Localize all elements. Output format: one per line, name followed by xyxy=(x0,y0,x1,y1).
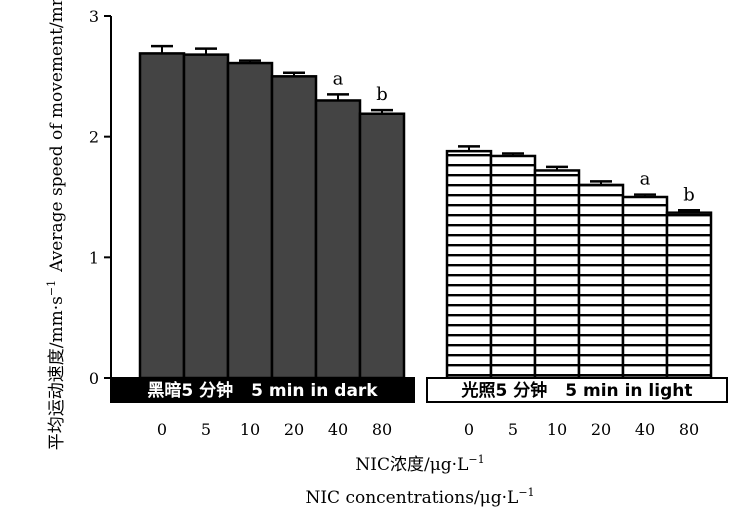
x-tick-label: 0 xyxy=(464,420,474,439)
x-tick-label: 40 xyxy=(635,420,655,439)
bars xyxy=(138,52,713,380)
bar xyxy=(445,149,493,380)
x-tick-label: 10 xyxy=(547,420,567,439)
bar xyxy=(621,195,669,380)
condition-label: 光照5 分钟 5 min in light xyxy=(461,380,693,401)
significance-labels: a b a b xyxy=(333,68,695,205)
x-tick-label: 0 xyxy=(157,420,167,439)
condition-label: 黑暗5 分钟 5 min in dark xyxy=(147,380,378,401)
bar xyxy=(358,112,406,380)
y-tick-label: 1 xyxy=(89,248,99,267)
x-tick-label: 5 xyxy=(201,420,211,439)
x-tick-labels: 0 5 10 20 40 80 0 5 10 20 40 80 xyxy=(157,420,699,439)
bar xyxy=(533,169,581,380)
x-tick-label: 80 xyxy=(372,420,392,439)
significance-label: a xyxy=(640,169,651,190)
x-tick-label: 80 xyxy=(679,420,699,439)
bar xyxy=(138,52,186,380)
y-axis-title: 平均运动速度/mm·s−1Average speed of movement/m… xyxy=(45,0,67,450)
x-axis-title-en: NIC concentrations/μg·L−1 xyxy=(305,486,534,508)
error-bars xyxy=(151,44,700,213)
x-tick-label: 20 xyxy=(284,420,304,439)
bar xyxy=(577,183,625,380)
significance-label: a xyxy=(333,68,344,89)
bar xyxy=(226,61,274,380)
condition-label-en: 5 min in dark xyxy=(251,381,378,401)
bar xyxy=(182,53,230,380)
significance-label: b xyxy=(683,184,695,205)
condition-band xyxy=(110,377,415,403)
x-tick-label: 40 xyxy=(328,420,348,439)
condition-label-en: 5 min in light xyxy=(565,381,692,401)
y-axis: 0 1 2 3 xyxy=(89,7,112,388)
condition-label-cn: 黑暗5 分钟 xyxy=(147,380,233,401)
x-tick-label: 5 xyxy=(508,420,518,439)
condition-band xyxy=(426,377,728,403)
y-tick-label: 0 xyxy=(89,369,99,388)
y-tick-label: 3 xyxy=(89,7,99,26)
significance-label: b xyxy=(376,84,388,105)
condition-label-cn: 光照5 分钟 xyxy=(461,380,548,401)
bar xyxy=(270,75,318,380)
bar xyxy=(665,211,713,380)
bar xyxy=(314,99,362,380)
y-tick-label: 2 xyxy=(89,128,99,147)
x-tick-label: 20 xyxy=(591,420,611,439)
condition-bands: 黑暗5 分钟 5 min in dark 光照5 分钟 5 min in light xyxy=(110,377,728,403)
x-axis-title-cn: NIC浓度/μg·L−1 xyxy=(355,453,484,475)
x-tick-label: 10 xyxy=(240,420,260,439)
bar xyxy=(489,154,537,380)
